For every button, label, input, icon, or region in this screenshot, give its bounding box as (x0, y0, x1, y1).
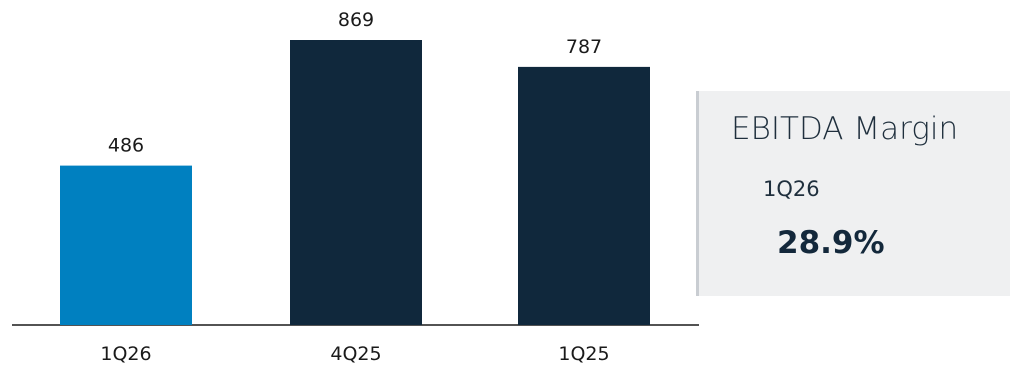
labels-group: 486 1Q26 869 4Q25 787 1Q25 (100, 9, 609, 365)
bar-chart: 486 1Q26 869 4Q25 787 1Q25 (12, 9, 699, 365)
margin-panel-title: EBITDA Margin (731, 111, 959, 147)
ebitda-margin-panel: EBITDA Margin 1Q26 28.9% (696, 91, 1010, 296)
bars-group (60, 40, 650, 326)
data-label-1q26: 486 (108, 135, 144, 157)
data-label-4q25: 869 (338, 9, 374, 31)
bar-1q25 (518, 66, 650, 326)
data-label-1q25: 787 (566, 36, 602, 58)
bar-1q26 (60, 165, 192, 325)
bar-4q25 (290, 40, 422, 325)
x-tick-label-4q25: 4Q25 (330, 343, 381, 365)
margin-panel-value: 28.9% (777, 225, 885, 261)
margin-panel-period: 1Q26 (763, 177, 820, 201)
x-tick-label-1q25: 1Q25 (558, 343, 609, 365)
x-tick-label-1q26: 1Q26 (100, 343, 151, 365)
